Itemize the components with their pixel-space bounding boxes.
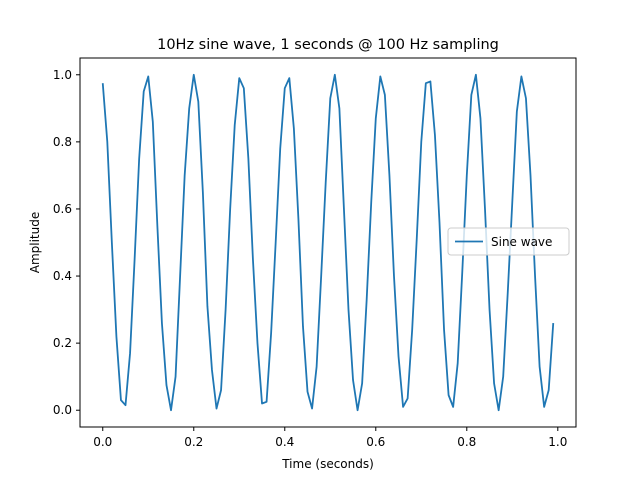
chart-title: 10Hz sine wave, 1 seconds @ 100 Hz sampl… xyxy=(157,37,499,53)
y-axis-label: Amplitude xyxy=(28,212,42,274)
legend: Sine wave xyxy=(447,227,570,256)
series-line-sine-wave xyxy=(101,73,555,412)
legend-label-sine-wave: Sine wave xyxy=(491,235,552,249)
x-tick-label: 0.6 xyxy=(366,435,385,449)
plot-area xyxy=(101,73,555,412)
legend-box xyxy=(447,227,570,256)
x-tick-label: 0.2 xyxy=(184,435,203,449)
plot-frame xyxy=(79,57,577,428)
y-tick-label: 0.4 xyxy=(53,269,72,283)
x-axis: 0.0 0.2 0.4 0.6 0.8 1.0 xyxy=(93,427,567,449)
x-tick-label: 0.0 xyxy=(93,435,112,449)
x-tick-label: 1.0 xyxy=(548,435,567,449)
y-tick-label: 1.0 xyxy=(53,68,72,82)
x-tick-label: 0.4 xyxy=(275,435,294,449)
y-tick-label: 0.6 xyxy=(53,202,72,216)
y-tick-label: 0.8 xyxy=(53,135,72,149)
y-tick-label: 0.0 xyxy=(53,403,72,417)
x-tick-label: 0.8 xyxy=(457,435,476,449)
x-axis-label: Time (seconds) xyxy=(281,457,374,471)
y-axis: 0.0 0.2 0.4 0.6 0.8 1.0 xyxy=(53,68,80,417)
y-tick-label: 0.2 xyxy=(53,336,72,350)
